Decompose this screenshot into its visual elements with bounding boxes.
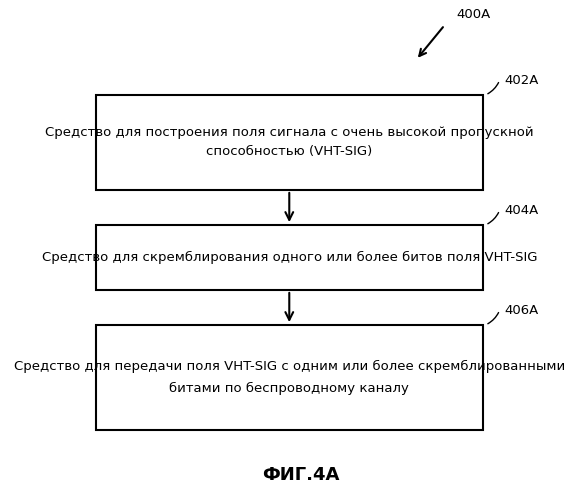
Text: Средство для передачи поля VHT-SIG с одним или более скремблированными
битами по: Средство для передачи поля VHT-SIG с одн… [14, 360, 565, 394]
Text: Средство для скремблирования одного или более битов поля VHT-SIG: Средство для скремблирования одного или … [42, 251, 537, 264]
Bar [96, 95, 483, 190]
Bar [96, 225, 483, 290]
Text: 406A: 406A [505, 304, 539, 316]
Text: 404A: 404A [505, 204, 539, 216]
Bar [96, 325, 483, 430]
Text: ФИГ.4А: ФИГ.4А [263, 466, 340, 484]
Text: 400A: 400A [456, 8, 491, 22]
Text: Средство для построения поля сигнала с очень высокой пропускной
способностью (VH: Средство для построения поля сигнала с о… [45, 126, 534, 158]
Text: 402A: 402A [505, 74, 539, 86]
